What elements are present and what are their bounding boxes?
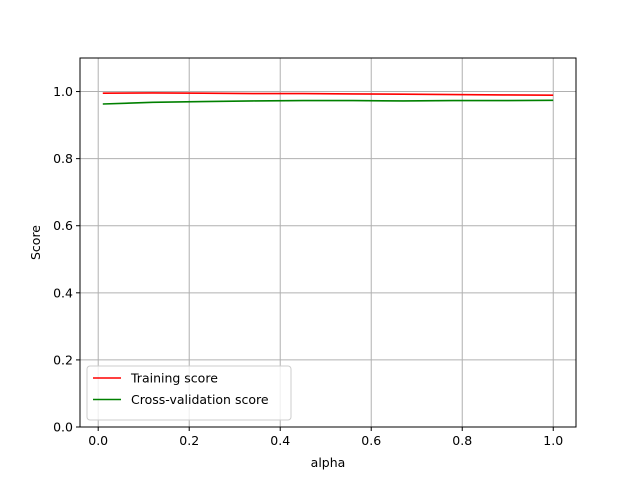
y-tick-label: 0.8 [53, 151, 73, 166]
x-tick-label: 0.6 [361, 433, 381, 448]
x-tick-label: 0.4 [270, 433, 290, 448]
y-tick-label: 1.0 [53, 84, 73, 99]
x-tick-label: 0.8 [452, 433, 472, 448]
x-tick-label: 1.0 [543, 433, 563, 448]
y-axis-label: Score [28, 225, 43, 260]
legend-box [86, 365, 292, 421]
y-tick-label: 0.0 [53, 420, 73, 435]
grid [80, 58, 576, 428]
y-tick-label: 0.2 [53, 352, 73, 367]
y-tick-label: 0.4 [53, 285, 73, 300]
legend: Training score Cross-validation score [86, 365, 292, 421]
series-line-0 [102, 92, 554, 96]
x-axis-label: alpha [311, 455, 346, 470]
legend-label: Cross-validation score [131, 392, 269, 407]
series-line-1 [102, 99, 554, 105]
x-tick-label: 0.2 [179, 433, 199, 448]
plot-frame [79, 57, 577, 428]
legend-label: Training score [130, 371, 218, 386]
x-tick-label: 0.0 [88, 433, 108, 448]
y-tick-label: 0.6 [53, 218, 73, 233]
series-lines [102, 92, 554, 105]
ticks: 0.0 0.2 0.4 0.6 0.8 1.0 0.0 0.2 0.4 0.6 0.8 1.0 [53, 84, 563, 448]
